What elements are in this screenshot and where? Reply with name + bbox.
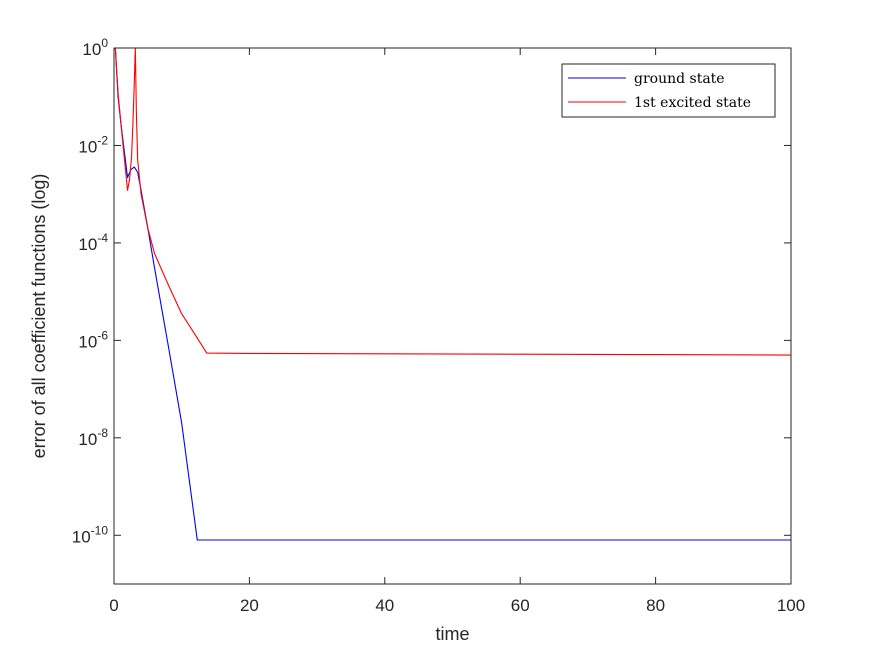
plot-frame bbox=[113, 47, 792, 585]
y-axis-label: error of all coefficient functions (log) bbox=[29, 174, 49, 459]
y-tick-label: 10-6 bbox=[78, 328, 108, 351]
series-line-excited-state bbox=[114, 48, 791, 356]
x-tick-label: 100 bbox=[777, 596, 805, 615]
y-tick-label: 10-2 bbox=[78, 133, 108, 156]
legend-label: 1st excited state bbox=[634, 95, 751, 111]
x-tick-label: 0 bbox=[109, 596, 118, 615]
series-layer bbox=[114, 48, 791, 541]
x-tick-labels: 0 20 40 60 80 100 bbox=[109, 596, 805, 615]
x-tick-label: 60 bbox=[511, 596, 530, 615]
x-tick-label: 40 bbox=[375, 596, 394, 615]
legend-box bbox=[561, 63, 776, 118]
legend: ground state 1st excited state bbox=[561, 63, 776, 118]
y-tick-labels: 100 10-2 10-4 10-6 10-8 10-10 bbox=[72, 36, 109, 546]
plot-background bbox=[114, 48, 791, 584]
y-tick-label: 10-8 bbox=[78, 426, 108, 449]
x-axis-label: time bbox=[435, 624, 469, 644]
y-tick-label: 10-4 bbox=[78, 231, 108, 254]
x-tick-label: 20 bbox=[240, 596, 259, 615]
y-tick-label: 100 bbox=[82, 36, 108, 59]
legend-label: ground state bbox=[634, 71, 725, 87]
y-tick-label: 10-10 bbox=[72, 523, 109, 546]
x-tick-label: 80 bbox=[646, 596, 665, 615]
